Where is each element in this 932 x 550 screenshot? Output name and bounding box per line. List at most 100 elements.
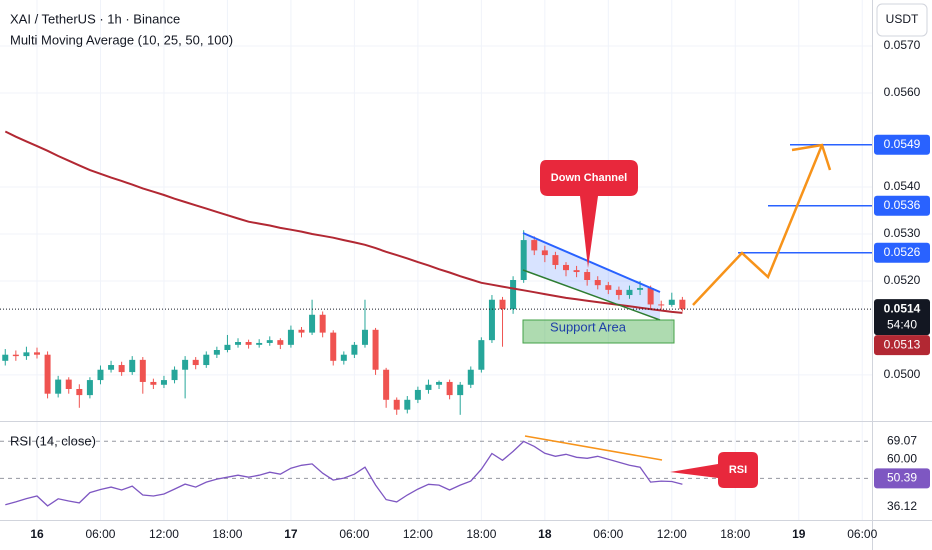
- price-label: 0.0536: [884, 198, 921, 212]
- candle-body: [446, 381, 453, 396]
- divergence-line: [524, 435, 663, 461]
- candle-body: [679, 299, 686, 310]
- x-tick-label: 06:00: [85, 527, 115, 541]
- channel-fill: [523, 233, 660, 320]
- candle-body: [393, 399, 400, 410]
- candle-body: [213, 350, 220, 355]
- candle-body: [637, 287, 644, 290]
- candle-body: [277, 340, 284, 345]
- price-label-box: [874, 134, 930, 155]
- candle-body: [488, 299, 495, 341]
- candle-body: [86, 380, 93, 396]
- x-tick-label: 18:00: [466, 527, 496, 541]
- x-tick-label: 16: [30, 527, 44, 541]
- candle-body: [330, 332, 337, 361]
- candle-body: [372, 329, 379, 370]
- price-label-box: [874, 195, 930, 216]
- candle-body: [192, 359, 199, 366]
- symbol-title: XAI / TetherUS · 1h · Binance: [10, 11, 180, 26]
- rsi-line: [5, 440, 683, 507]
- rsi-tick-label: 50.39: [887, 471, 917, 485]
- candle-body: [457, 384, 464, 396]
- candle-body: [499, 299, 506, 310]
- candle-body: [34, 352, 40, 355]
- candle-body: [531, 240, 538, 251]
- candle-body: [256, 342, 263, 345]
- candle-body: [520, 240, 527, 280]
- support-label: Support Area: [550, 319, 627, 334]
- candle-body: [594, 280, 601, 286]
- candle-body: [361, 329, 368, 345]
- rsi-tick-label: 60.00: [887, 451, 917, 465]
- candle-body: [118, 365, 125, 373]
- candle-body: [383, 369, 390, 400]
- candle-body: [44, 354, 51, 394]
- channel-line: [522, 269, 661, 321]
- candle-body: [287, 329, 294, 345]
- ma-label-box: [874, 335, 930, 356]
- x-tick-label: 18:00: [212, 527, 242, 541]
- candle-body: [563, 264, 569, 271]
- y-tick-label: 0.0560: [884, 85, 921, 99]
- candle-body: [76, 388, 83, 396]
- candle-body: [309, 314, 316, 333]
- candle-body: [171, 369, 178, 381]
- candle-body: [160, 380, 167, 385]
- indicator-title: Multi Moving Average (10, 25, 50, 100): [10, 32, 233, 47]
- candle-body: [626, 289, 633, 296]
- x-tick-label: 18: [538, 527, 552, 541]
- candle-body: [245, 342, 252, 345]
- x-tick-label: 06:00: [593, 527, 623, 541]
- rsi-tick-label: 36.12: [887, 499, 917, 513]
- rsi-title: RSI (14, close): [10, 433, 96, 448]
- candle-body: [510, 280, 517, 310]
- x-tick-label: 12:00: [403, 527, 433, 541]
- y-tick-label: 0.0530: [884, 226, 921, 240]
- candle-body: [139, 359, 146, 382]
- candle-body: [414, 389, 421, 400]
- candle-body: [65, 379, 72, 389]
- callout: [670, 452, 758, 488]
- candle-body: [182, 359, 189, 370]
- label-layer: 16 06:00 12:00 18:00 17 06:00 12:00 18:00 18 06:0…: [30, 38, 930, 541]
- x-tick-label: 19: [792, 527, 806, 541]
- candle-body: [668, 299, 675, 305]
- candle-body: [203, 354, 210, 366]
- candle-body: [129, 359, 136, 373]
- price-label-box: [874, 242, 930, 263]
- candle-body: [235, 342, 242, 345]
- candle-body: [467, 369, 474, 385]
- current-price-label: 0.0514: [884, 301, 921, 315]
- x-tick-label: 06:00: [339, 527, 369, 541]
- candle-body: [298, 329, 305, 333]
- y-tick-label: 0.0570: [884, 38, 921, 52]
- x-tick-label: 18:00: [720, 527, 750, 541]
- current-price-box: [874, 299, 930, 336]
- candle-body: [340, 354, 347, 361]
- candle-body: [647, 287, 654, 305]
- candle-body: [573, 270, 580, 273]
- price-label: 0.0549: [884, 137, 921, 151]
- candle-body: [97, 369, 104, 381]
- y-tick-label: 0.0520: [884, 273, 921, 287]
- channel-line: [522, 232, 661, 293]
- moving-average: [4, 130, 683, 314]
- callout: [540, 160, 638, 268]
- candle-body: [319, 314, 326, 333]
- candle-body: [658, 304, 665, 306]
- candle-body: [478, 340, 485, 370]
- currency[interactable]: USDT: [886, 12, 919, 26]
- x-tick-label: 12:00: [657, 527, 687, 541]
- candle-body: [436, 381, 443, 385]
- candle-body: [266, 340, 273, 343]
- candle-body: [12, 354, 19, 357]
- support-area: [522, 319, 675, 344]
- y-tick-label: 0.0500: [884, 367, 921, 381]
- x-tick-label: 17: [284, 527, 298, 541]
- price-label: 0.0526: [884, 245, 921, 259]
- currency-box[interactable]: [876, 3, 928, 37]
- projection-path: [692, 144, 824, 306]
- rsi-label-box: [874, 468, 930, 489]
